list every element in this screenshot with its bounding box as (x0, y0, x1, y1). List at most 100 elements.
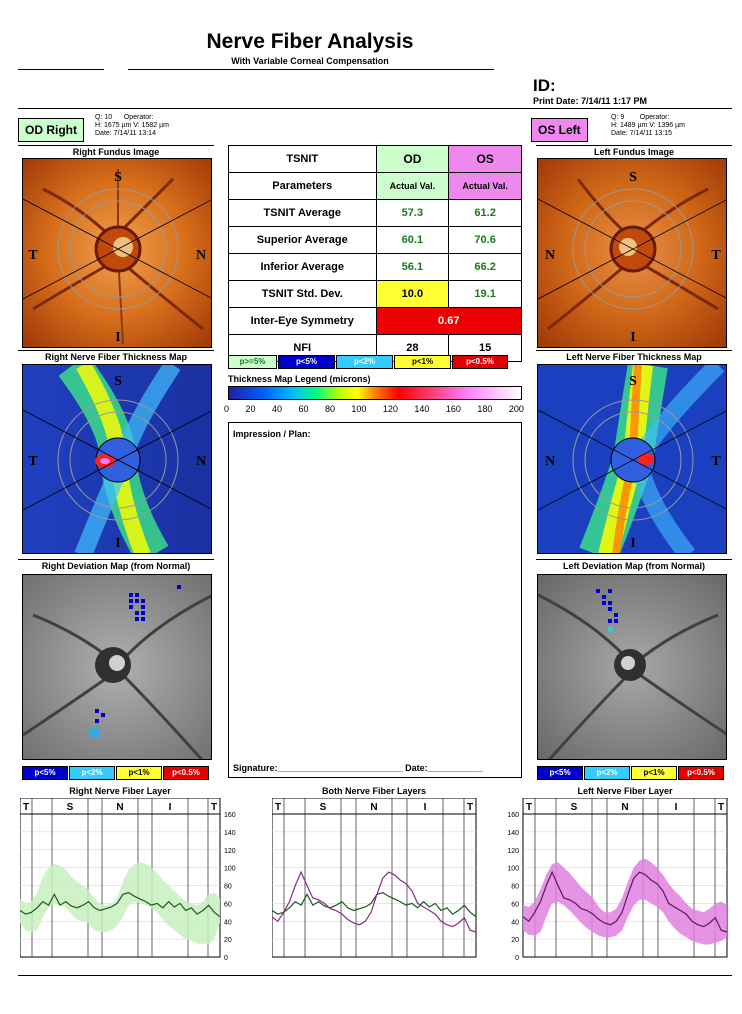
signature-line: Signature:_________________________ Date… (233, 763, 483, 773)
os-fundus-t-label: T (711, 248, 721, 263)
tsnit-parameters-table: TSNIT OD OS Parameters Actual Val. Actua… (228, 145, 522, 362)
scale-tick: 40 (271, 404, 282, 414)
scale-tick: 200 (508, 404, 524, 414)
os-fundus-s-label: S (629, 170, 637, 185)
od-chart-caption: Right Nerve Fiber Layer (69, 786, 171, 796)
impression-label: Impression / Plan: (233, 429, 311, 439)
both-chart-caption: Both Nerve Fiber Layers (321, 786, 427, 796)
od-thickness-rule (18, 350, 214, 351)
od-operator: Operator: (123, 114, 154, 121)
od-scan-info: Q: 10 Operator: H: 1675 µm V: 1582 µm Da… (95, 114, 169, 138)
os-dev-legend-p2: p<2% (584, 766, 630, 780)
od-dev-legend-p1: p<1% (116, 766, 162, 780)
os-deviation-legend: p<5% p<2% p<1% p<0.5% (537, 766, 725, 780)
os-thickness-n-label: N (545, 454, 555, 469)
scale-tick: 180 (477, 404, 493, 414)
od-value: 57.3 (375, 199, 450, 227)
od-deviation-caption: Right Deviation Map (from Normal) (41, 561, 191, 571)
od-deviation-rule (18, 559, 214, 560)
chart-y-tick: 80 (224, 884, 232, 891)
table-row: Inferior Average 56.1 66.2 (228, 253, 522, 281)
chart-y-tick: 160 (224, 812, 236, 819)
scale-tick: 160 (445, 404, 461, 414)
symmetry-label: Inter-Eye Symmetry (228, 307, 377, 335)
od-fundus-rule (18, 145, 214, 146)
normal-range-band (20, 862, 220, 945)
impression-plan-box[interactable]: Impression / Plan: Signature:___________… (228, 422, 522, 778)
os-thickness-caption: Left Nerve Fiber Thickness Map (566, 352, 702, 362)
chart-y-tick: 100 (507, 866, 519, 873)
od-deviation-legend: p<5% p<2% p<1% p<0.5% (22, 766, 210, 780)
chart-y-tick: 20 (511, 937, 519, 944)
header-rule-right (128, 69, 494, 70)
od-column-header: OD (375, 145, 450, 173)
od-value: 60.1 (375, 226, 450, 254)
scale-tick: 60 (298, 404, 309, 414)
os-deviation-rule (536, 559, 732, 560)
os-operator: Operator: (639, 114, 670, 121)
od-deviation-map (22, 574, 212, 760)
row-label: TSNIT Std. Dev. (228, 280, 377, 308)
thickness-color-scale (228, 386, 522, 400)
legend-p05: p<0.5% (452, 355, 508, 369)
os-fundus-image: S N T I (537, 158, 727, 348)
od-quality: Q: 10 (95, 114, 113, 121)
scale-tick: 120 (382, 404, 398, 414)
row-label: Inferior Average (228, 253, 377, 281)
od-thickness-t-label: T (28, 454, 38, 469)
series-line (272, 891, 477, 918)
os-scan-date: Date: 7/14/11 13:15 (611, 130, 672, 137)
chart-y-tick: 120 (224, 848, 236, 855)
chart-x-label: I (169, 802, 172, 813)
chart-x-label: N (370, 802, 377, 813)
os-column-header: OS (448, 145, 522, 173)
symmetry-value: 0.67 (375, 307, 522, 335)
od-eye-badge: OD Right (18, 118, 84, 142)
os-value: 70.6 (448, 226, 522, 254)
os-thickness-t-label: T (711, 454, 721, 469)
chart-y-tick: 140 (224, 830, 236, 837)
os-chart-caption: Left Nerve Fiber Layer (577, 786, 673, 796)
os-thickness-map: S N T I (537, 364, 727, 554)
chart-x-label: T (275, 802, 281, 813)
chart-x-label: I (675, 802, 678, 813)
os-fundus-rule (536, 145, 732, 146)
od-value: 56.1 (375, 253, 450, 281)
scale-tick: 80 (324, 404, 335, 414)
os-dev-legend-p05: p<0.5% (678, 766, 724, 780)
chart-y-tick: 100 (224, 866, 236, 873)
chart-y-tick: 0 (224, 955, 228, 962)
od-nerve-fiber-chart: T S N I T 0 20 40 60 80 100 120 140 160 (20, 798, 236, 962)
thickness-legend-title: Thickness Map Legend (microns) (228, 374, 371, 384)
od-thickness-map: S T N I (22, 364, 212, 554)
thickness-scale-ticks: 0 20 40 60 80 100 120 140 160 180 200 (224, 404, 524, 414)
chart-x-label: S (67, 802, 74, 813)
header-divider (18, 108, 732, 109)
chart-y-tick: 80 (511, 884, 519, 891)
od-scan-date: Date: 7/14/11 13:14 (95, 130, 156, 137)
od-dev-legend-p2: p<2% (69, 766, 115, 780)
row-label: Superior Average (228, 226, 377, 254)
chart-x-label: T (718, 802, 724, 813)
chart-x-label: N (116, 802, 123, 813)
patient-id-label: ID: (533, 76, 556, 95)
od-value: 10.0 (375, 280, 450, 308)
chart-x-label: T (23, 802, 29, 813)
od-fundus-image: S T N I (22, 158, 212, 348)
chart-y-tick: 160 (507, 812, 519, 819)
symmetry-row: Inter-Eye Symmetry 0.67 (228, 307, 522, 335)
chart-y-tick: 40 (511, 919, 519, 926)
series-line (272, 870, 477, 933)
chart-y-tick: 60 (224, 901, 232, 908)
tsnit-label: TSNIT (286, 153, 319, 165)
os-thickness-s-label: S (629, 374, 637, 389)
chart-x-label: T (211, 802, 217, 813)
os-actual-header: Actual Val. (448, 172, 522, 200)
legend-p5-plus: p>=5% (228, 355, 277, 369)
od-dev-legend-p05: p<0.5% (163, 766, 209, 780)
print-date: Print Date: 7/14/11 1:17 PM (533, 96, 648, 106)
od-thickness-caption: Right Nerve Fiber Thickness Map (44, 352, 188, 362)
os-dev-legend-p5: p<5% (537, 766, 583, 780)
scale-tick: 20 (245, 404, 256, 414)
